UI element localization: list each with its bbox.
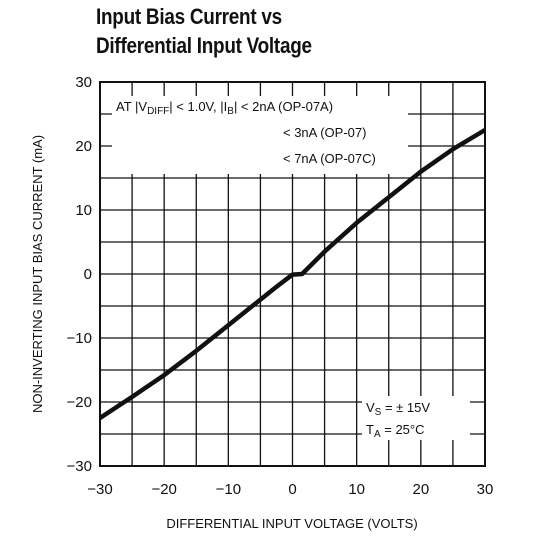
y-tick-label: 0 [84,266,92,283]
series-line [98,128,487,420]
x-tick-label: −30 [87,481,112,498]
annotation-condition: AT |VDIFF| < 1.0V, |IB| < 2nA (OP-07A) [116,99,333,117]
annotation-op07: < 3nA (OP-07) [283,125,366,140]
x-tick-label: 10 [348,481,365,498]
annotation-vs: VS = ± 15V [366,400,430,418]
y-tick-label: −30 [67,458,92,475]
x-tick-label: 30 [477,481,494,498]
x-tick-label: −20 [151,481,176,498]
y-tick-label: 10 [75,202,92,219]
annotation-ta: TA = 25°C [366,422,425,440]
x-tick-labels: −30 −20 −10 0 10 20 30 [87,481,493,498]
plot-frame [99,81,486,467]
chart-title-line-1: Input Bias Current vs [96,4,282,29]
annotation-box-bottom [362,396,470,440]
y-axis-label: NON-INVERTING INPUT BIAS CURRENT (mA) [30,135,45,413]
y-tick-label: 30 [75,74,92,91]
y-tick-labels: 30 20 10 0 −10 −20 −30 [67,74,92,475]
x-tick-label: −10 [216,481,241,498]
x-tick-label: 0 [288,481,296,498]
y-tick-label: 20 [75,138,92,155]
y-tick-label: −20 [67,394,92,411]
chart-title-line-2: Differential Input Voltage [96,33,312,58]
x-axis-label: DIFFERENTIAL INPUT VOLTAGE (VOLTS) [166,516,417,531]
annotation-op07c: < 7nA (OP-07C) [283,151,376,166]
y-tick-label: −10 [67,330,92,347]
annotation-box-top [112,96,408,174]
x-tick-label: 20 [412,481,429,498]
